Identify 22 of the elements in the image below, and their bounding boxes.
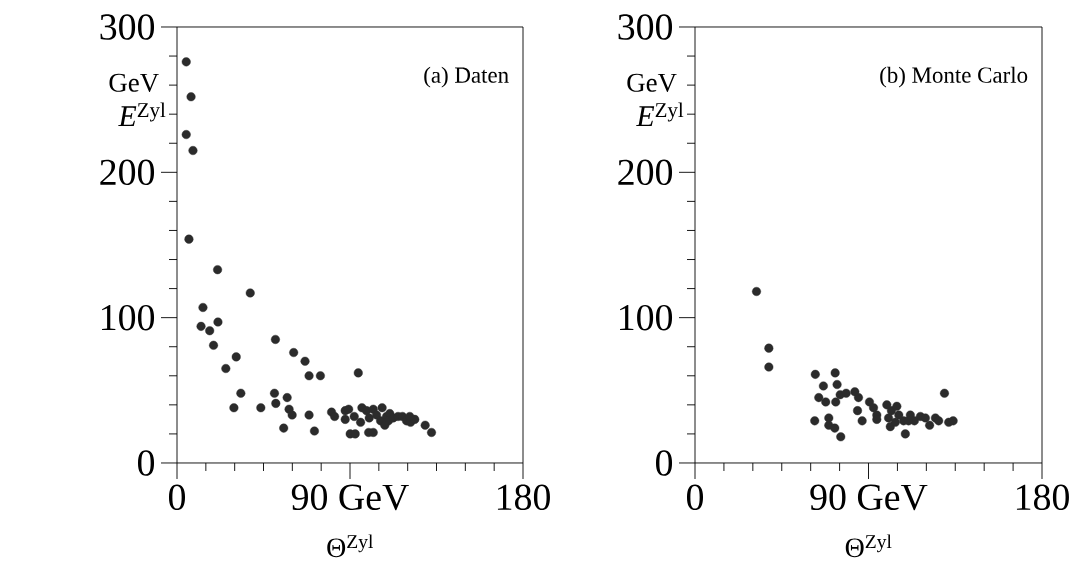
x-tick-label: 90 GeV (810, 484, 928, 511)
y-tick-label: 200 (618, 159, 673, 186)
annotation: (b) Monte Carlo (880, 66, 1028, 88)
y-tick-label: 0 (656, 450, 673, 476)
x-tick-label: 0 (168, 484, 186, 511)
y-tick-label: 100 (102, 304, 155, 331)
text: GeV (627, 73, 677, 92)
text: GeV (109, 73, 159, 92)
y-tick-label: 200 (100, 159, 155, 186)
x-axis-title: Θ$^{Zyl}$ (327, 534, 373, 558)
y-tick-label: 0 (138, 450, 155, 476)
annotation: (a) Daten (424, 66, 509, 88)
x-tick-label: 90 GeV (291, 484, 409, 511)
x-axis-title: Θ$^{Zyl}$ (845, 534, 892, 558)
y-axis-title: E$^{Zyl}$ (118, 102, 166, 126)
x-tick-label: 180 (497, 484, 550, 511)
x-tick-label: 0 (686, 484, 704, 511)
y-tick-label: 100 (620, 304, 673, 331)
y-tick-label: 300 (100, 14, 155, 40)
x-tick-label: 180 (1016, 484, 1069, 511)
y-tick-label: 300 (618, 14, 673, 40)
y-axis-title: E$^{Zyl}$ (636, 102, 684, 126)
